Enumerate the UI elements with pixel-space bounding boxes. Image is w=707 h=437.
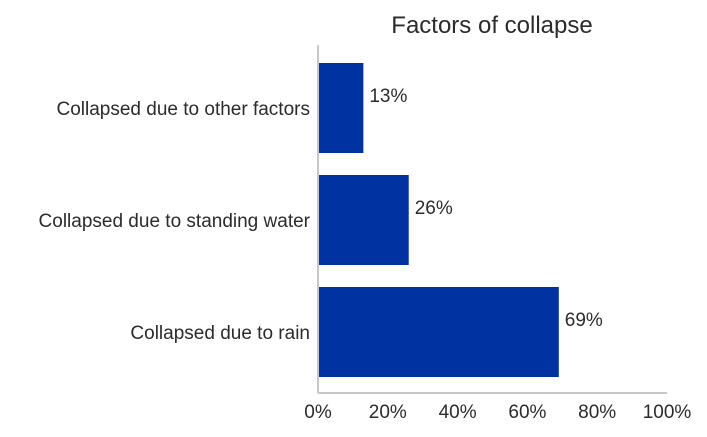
bar [318,287,559,377]
bar [318,63,364,153]
data-label: 69% [565,310,603,331]
bar [318,175,409,265]
x-tick-label: 0% [304,402,332,423]
x-tick-label: 100% [643,402,692,423]
chart-title: Factors of collapse [391,12,592,39]
data-label: 13% [369,86,407,107]
x-tick-label: 40% [439,402,477,423]
bars-layer: Collapsed due to other factors 13% Collaps… [39,63,603,377]
data-label: 26% [415,198,453,219]
x-tick-label: 60% [508,402,546,423]
category-label: Collapsed due to other factors [57,99,311,120]
x-tick-label: 20% [369,402,407,423]
x-tick-label: 80% [578,402,616,423]
x-ticks-layer: 0% 20% 40% 60% 80% 100% [304,402,691,423]
axes-layer [317,45,667,394]
category-label: Collapsed due to standing water [39,211,311,232]
category-label: Collapsed due to rain [130,323,310,344]
